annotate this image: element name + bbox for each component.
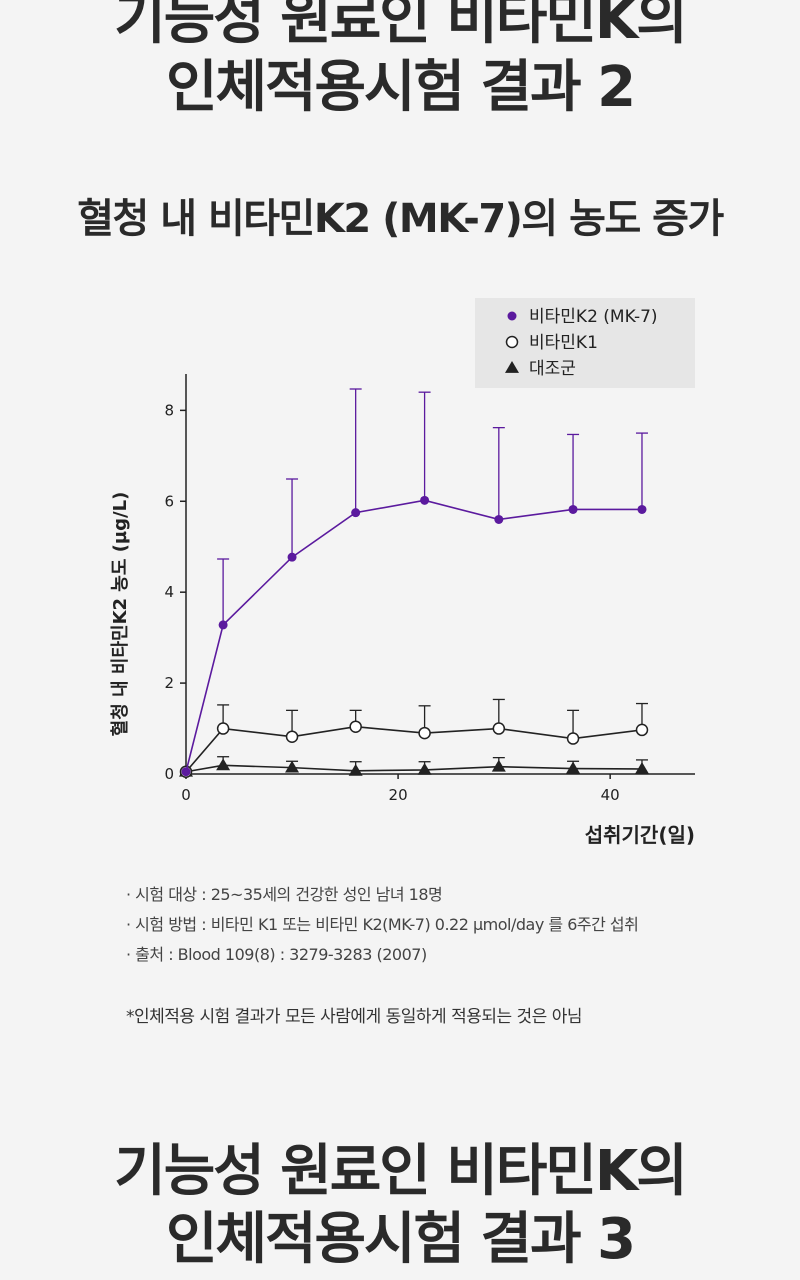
- section-heading-2: 기능성 원료인 비타민K의 인체적용시험 결과 2: [0, 0, 800, 122]
- data-point: [181, 767, 191, 777]
- vitamin-k-chart: 비타민K2 (MK-7) 비타민K1 대조군 0 2 4 6 8 0 20 40 혈청 내 비타민…: [109, 298, 695, 847]
- series-0: [181, 388, 648, 777]
- data-point: [491, 759, 506, 772]
- data-point: [351, 508, 361, 518]
- data-point: [634, 762, 649, 774]
- x-tick-label-0: 0: [181, 786, 191, 804]
- x-tick-label-20: 20: [389, 786, 408, 804]
- x-axis-label: 섭취기간(일): [585, 823, 695, 847]
- chart-title: 혈청 내 비타민K2 (MK-7)의 농도 증가: [77, 196, 724, 242]
- data-point: [494, 514, 504, 524]
- data-point: [635, 723, 649, 737]
- series-line: [185, 764, 642, 773]
- series-line: [185, 725, 643, 773]
- x-tick-label-40: 40: [601, 786, 620, 804]
- heading-line-2: 인체적용시험 결과 2: [165, 55, 636, 120]
- data-point: [349, 720, 362, 733]
- series-1: [179, 698, 649, 778]
- legend-marker-1: [505, 335, 519, 349]
- legend: 비타민K2 (MK-7) 비타민K1 대조군: [505, 307, 658, 379]
- y-axis-label: 혈청 내 비타민K2 농도 (µg/L): [109, 492, 131, 737]
- data-point: [566, 732, 580, 745]
- y-tick-label-0: 0: [164, 765, 174, 783]
- data-point: [348, 763, 363, 776]
- y-tick-label-8: 8: [164, 401, 174, 419]
- data-point: [285, 730, 299, 743]
- data-point: [285, 760, 300, 773]
- heading-line-1: 기능성 원료인 비타민K의: [114, 1139, 688, 1204]
- note-subjects: · 시험 대상 : 25~35세의 건강한 성인 남녀 18명: [126, 885, 443, 904]
- data-point: [287, 552, 297, 562]
- series-line: [185, 499, 642, 772]
- axes: [185, 374, 695, 775]
- note-source: · 출처 : Blood 109(8) : 3279-3283 (2007): [126, 945, 427, 964]
- y-tick-label-4: 4: [164, 583, 174, 601]
- legend-marker-0: [507, 311, 517, 321]
- study-notes: · 시험 대상 : 25~35세의 건강한 성인 남녀 18명 · 시험 방법 …: [126, 880, 639, 970]
- legend-label-0: 비타민K2 (MK-7): [529, 307, 658, 327]
- data-point: [218, 620, 228, 630]
- note-method: · 시험 방법 : 비타민 K1 또는 비타민 K2(MK-7) 0.22 µm…: [126, 915, 639, 934]
- data-point: [492, 722, 506, 735]
- data-point: [566, 761, 581, 774]
- data-point: [418, 726, 431, 740]
- data-point: [637, 504, 647, 514]
- data-point: [420, 495, 430, 505]
- data-point: [216, 722, 230, 735]
- section-heading-3: 기능성 원료인 비타민K의 인체적용시험 결과 3: [0, 1138, 800, 1274]
- heading-line-1: 기능성 원료인 비타민K의: [114, 0, 688, 52]
- data-point: [417, 762, 432, 775]
- legend-label-1: 비타민K1: [529, 333, 598, 353]
- data-point: [568, 504, 578, 514]
- y-tick-label-6: 6: [164, 492, 174, 510]
- heading-line-2: 인체적용시험 결과 3: [165, 1207, 636, 1272]
- y-tick-label-2: 2: [164, 674, 174, 692]
- data-point: [216, 758, 231, 771]
- legend-marker-2: [505, 361, 519, 373]
- legend-label-2: 대조군: [529, 359, 576, 379]
- disclaimer: *인체적용 시험 결과가 모든 사람에게 동일하게 적용되는 것은 아님: [126, 1007, 583, 1027]
